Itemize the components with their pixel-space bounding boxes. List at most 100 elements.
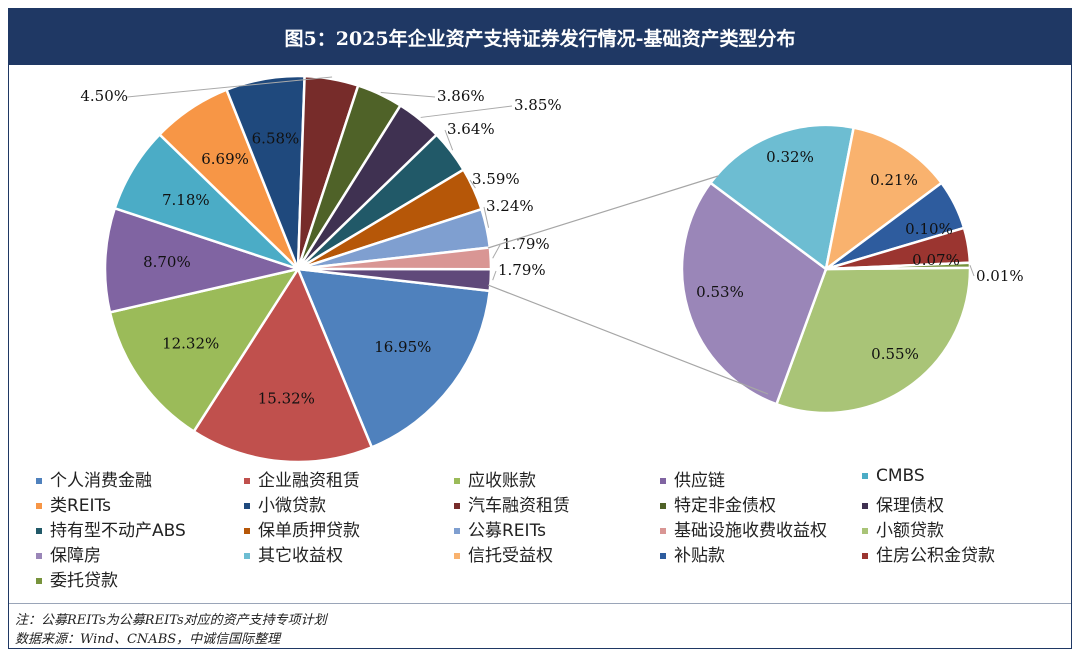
legend-swatch [36, 478, 42, 484]
main-label-类REITs: 6.69% [201, 150, 249, 168]
legend-swatch [660, 503, 666, 509]
main-label-企业融资租赁: 15.32% [258, 390, 315, 408]
legend-swatch [244, 553, 250, 559]
legend-swatch [244, 503, 250, 509]
sub-slice-小额贷款 [774, 266, 972, 415]
legend-item-公募REITs: 公募REITs [454, 516, 546, 541]
legend-swatch [244, 528, 250, 534]
legend-item-保理债权: 保理债权 [862, 491, 944, 516]
sub-label-委托贷款: 0.01% [976, 267, 1024, 285]
chart-title-bar: 图5：2025年企业资产支持证券发行情况-基础资产类型分布 [9, 9, 1071, 65]
main-label-特定非金债权: 3.86% [437, 87, 485, 105]
main-leader-公募REITs [483, 206, 490, 228]
legend-label: 委托贷款 [50, 571, 118, 591]
legend-label: 特定非金债权 [674, 496, 776, 516]
legend-label: 供应链 [674, 471, 725, 491]
legend-swatch [660, 553, 666, 559]
legend-label: 小额贷款 [876, 521, 944, 541]
legend-label: 个人消费金融 [50, 471, 152, 491]
main-label-小微贷款: 6.58% [252, 130, 300, 148]
main-slice-供应链 [103, 206, 303, 314]
main-leader-特定非金债权 [380, 91, 436, 98]
sub-label-住房公积金贷款: 0.07% [912, 251, 960, 269]
legend-label: 其它收益权 [258, 546, 343, 566]
sub-leader-委托贷款 [969, 265, 975, 277]
legend-item-其它收益权: 其它收益权 [244, 541, 343, 566]
note-text: 注：公募REITs为公募REITs对应的资产支持专项计划 [15, 613, 327, 628]
legend-item-信托受益权: 信托受益权 [454, 541, 553, 566]
sub-slice-其它收益权 [708, 123, 856, 272]
chart-title: 图5：2025年企业资产支持证券发行情况-基础资产类型分布 [284, 27, 796, 50]
sub-label-小额贷款: 0.55% [871, 345, 919, 363]
legend-label: 持有型不动产ABS [50, 521, 186, 541]
notes-area: 注：公募REITs为公募REITs对应的资产支持专项计划 数据来源：Wind、C… [9, 603, 1071, 649]
legend-swatch [36, 578, 42, 584]
legend-swatch [454, 478, 460, 484]
legend-label: 保理债权 [876, 496, 944, 516]
sub-slice-信托受益权 [824, 126, 944, 272]
legend-item-持有型不动产ABS: 持有型不动产ABS [36, 516, 186, 541]
main-leader-持有型不动产ABS [444, 129, 454, 151]
main-slice-应收账款 [108, 267, 301, 434]
sub-label-信托受益权: 0.21% [870, 171, 918, 189]
legend-item-类REITs: 类REITs [36, 491, 111, 516]
legend-swatch [862, 528, 868, 534]
legend-label: 基础设施收费收益权 [674, 521, 827, 541]
legend-label: 保单质押贷款 [258, 521, 360, 541]
main-label-保理债权: 3.85% [514, 96, 562, 114]
sub-label-保障房: 0.53% [696, 283, 744, 301]
main-label-其他-合计-: 1.79% [498, 261, 546, 279]
main-slice-其他-合计- [297, 267, 493, 293]
source-text: 数据来源：Wind、CNABS，中诚信国际整理 [15, 632, 281, 647]
main-label-CMBS: 7.18% [162, 191, 210, 209]
sub-label-其它收益权: 0.32% [766, 148, 814, 166]
legend-swatch [454, 528, 460, 534]
legend-item-补贴款: 补贴款 [660, 541, 725, 566]
legend-label: 企业融资租赁 [258, 471, 360, 491]
legend-swatch [454, 503, 460, 509]
legend-item-委托贷款: 委托贷款 [36, 566, 118, 591]
main-label-保单质押贷款: 3.59% [472, 170, 520, 188]
legend-item-保单质押贷款: 保单质押贷款 [244, 516, 360, 541]
legend-item-小微贷款: 小微贷款 [244, 491, 326, 516]
legend-swatch [244, 478, 250, 484]
legend-item-小额贷款: 小额贷款 [862, 516, 944, 541]
legend-label: 保障房 [50, 546, 101, 566]
legend-label: 汽车融资租赁 [468, 496, 570, 516]
legend-label: 类REITs [50, 496, 111, 516]
legend-label: 应收账款 [468, 471, 536, 491]
sub-label-补贴款: 0.10% [905, 220, 953, 238]
legend-label: 信托受益权 [468, 546, 553, 566]
main-label-基础设施收费收益权: 1.79% [502, 235, 550, 253]
legend-swatch [36, 528, 42, 534]
main-slice-企业融资租赁 [192, 266, 374, 464]
legend-item-基础设施收费收益权: 基础设施收费收益权 [660, 516, 827, 541]
legend-label: 小微贷款 [258, 496, 326, 516]
legend-swatch [36, 503, 42, 509]
legend-item-供应链: 供应链 [660, 466, 725, 491]
main-leader-基础设施收费收益权 [492, 244, 501, 259]
connector-lower [487, 284, 769, 395]
sub-slice-保障房 [680, 181, 828, 406]
legend-item-个人消费金融: 个人消费金融 [36, 466, 152, 491]
main-label-个人消费金融: 16.95% [374, 338, 431, 356]
main-leader-保理债权 [420, 105, 513, 118]
main-label-公募REITs: 3.24% [486, 197, 534, 215]
legend-item-CMBS: CMBS [862, 466, 925, 486]
connector-upper [487, 175, 719, 249]
legend-swatch [660, 478, 666, 484]
figure-frame [8, 8, 1072, 649]
main-label-供应链: 8.70% [143, 253, 191, 271]
main-leader-其他-合计- [492, 270, 497, 281]
legend-item-企业融资租赁: 企业融资租赁 [244, 466, 360, 491]
main-leader-保单质押贷款 [469, 179, 476, 189]
main-label-应收账款: 12.32% [162, 335, 219, 353]
main-leader-汽车融资租赁 [126, 76, 333, 98]
main-slice-个人消费金融 [296, 267, 492, 449]
legend-swatch [862, 503, 868, 509]
legend-swatch [862, 553, 868, 559]
legend-item-特定非金债权: 特定非金债权 [660, 491, 776, 516]
legend-label: 住房公积金贷款 [876, 546, 995, 566]
legend-item-保障房: 保障房 [36, 541, 101, 566]
legend-item-应收账款: 应收账款 [454, 466, 536, 491]
